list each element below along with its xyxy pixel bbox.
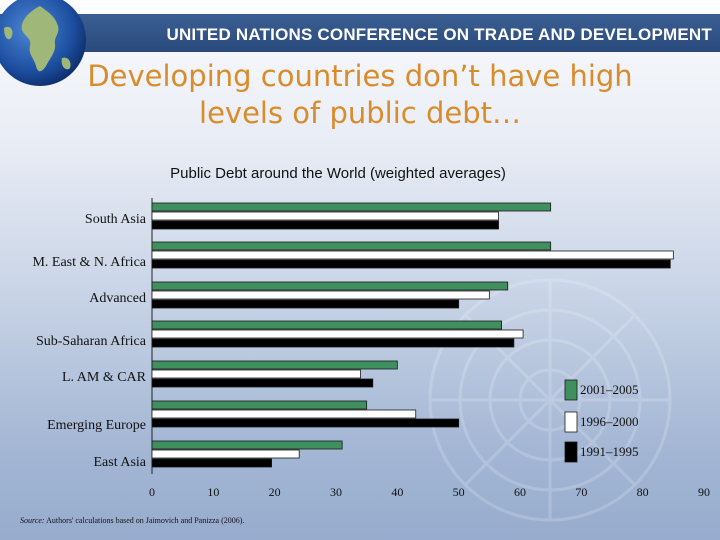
- bars-layer: [151, 202, 674, 468]
- x-tick-label: 10: [207, 485, 219, 499]
- category-label: South Asia: [85, 212, 147, 227]
- legend-label: 1996–2000: [580, 414, 639, 429]
- x-tick-label: 20: [269, 485, 281, 499]
- x-tick-label: 0: [149, 485, 155, 499]
- bar-south-asia-1: [151, 211, 499, 221]
- category-label: Emerging Europe: [47, 418, 146, 433]
- x-tick-label: 70: [575, 485, 587, 499]
- category-label: East Asia: [94, 455, 147, 470]
- bar-advanced-0: [151, 281, 509, 291]
- legend-label: 1991–1995: [580, 444, 639, 459]
- legend-label: 2001–2005: [580, 382, 639, 397]
- legend: 2001–2005 1996–2000 1991–1995: [564, 379, 639, 463]
- x-tick-label: 90: [698, 485, 710, 499]
- source-note-text: Authors' calculations based on Jaimovich…: [46, 516, 245, 525]
- source-note-label: Source:: [20, 516, 45, 525]
- bar-advanced-2: [151, 299, 460, 309]
- category-label: Sub-Saharan Africa: [36, 334, 147, 349]
- bar-sub-saharan-africa-1: [151, 329, 524, 339]
- bar-l-am-car-1: [151, 369, 361, 379]
- slide-title-line-1: Developing countries don’t have high: [87, 59, 633, 93]
- x-tick-label: 80: [637, 485, 649, 499]
- x-tick-label: 50: [453, 485, 465, 499]
- bar-l-am-car-2: [151, 378, 374, 388]
- slide-title-line-2: levels of public debt…: [199, 96, 521, 130]
- bar-emerging-europe-1: [151, 409, 417, 419]
- legend-swatch: [564, 441, 578, 463]
- bar-south-asia-0: [151, 202, 552, 212]
- bar-east-asia-0: [151, 440, 343, 450]
- bar-sub-saharan-africa-2: [151, 338, 515, 348]
- legend-swatch: [564, 379, 578, 401]
- x-tick-label: 40: [391, 485, 403, 499]
- tick-labels: 0 10 20 30 40 50 60 70 80 90: [149, 485, 710, 499]
- bar-south-asia-2: [151, 220, 499, 230]
- bar-l-am-car-0: [151, 360, 398, 370]
- legend-swatch: [564, 411, 578, 433]
- x-tick-label: 30: [330, 485, 342, 499]
- org-name: UNITED NATIONS CONFERENCE ON TRADE AND D…: [166, 25, 712, 44]
- bar-sub-saharan-africa-0: [151, 320, 503, 330]
- slide-title: Developing countries don’t have high lev…: [60, 58, 660, 132]
- bar-m-east-n-africa-1: [151, 250, 674, 260]
- bar-east-asia-1: [151, 449, 300, 459]
- x-tick-label: 60: [514, 485, 526, 499]
- category-label: Advanced: [89, 291, 146, 306]
- bar-advanced-1: [151, 290, 490, 300]
- category-label: M. East & N. Africa: [32, 255, 146, 270]
- globe-icon: [0, 0, 86, 86]
- bar-m-east-n-africa-2: [151, 259, 671, 269]
- source-note: Source: Authors' calculations based on J…: [20, 516, 244, 525]
- bar-emerging-europe-2: [151, 418, 460, 428]
- category-label: L. AM & CAR: [62, 370, 147, 385]
- bar-east-asia-2: [151, 458, 272, 468]
- bar-emerging-europe-0: [151, 400, 368, 410]
- bar-m-east-n-africa-0: [151, 241, 552, 251]
- category-labels: South Asia M. East & N. Africa Advanced Sub…: [32, 212, 146, 470]
- header-bar: [0, 14, 720, 52]
- chart-title: Public Debt around the World (weighted a…: [170, 165, 506, 182]
- un-emblem-icon: [428, 278, 672, 522]
